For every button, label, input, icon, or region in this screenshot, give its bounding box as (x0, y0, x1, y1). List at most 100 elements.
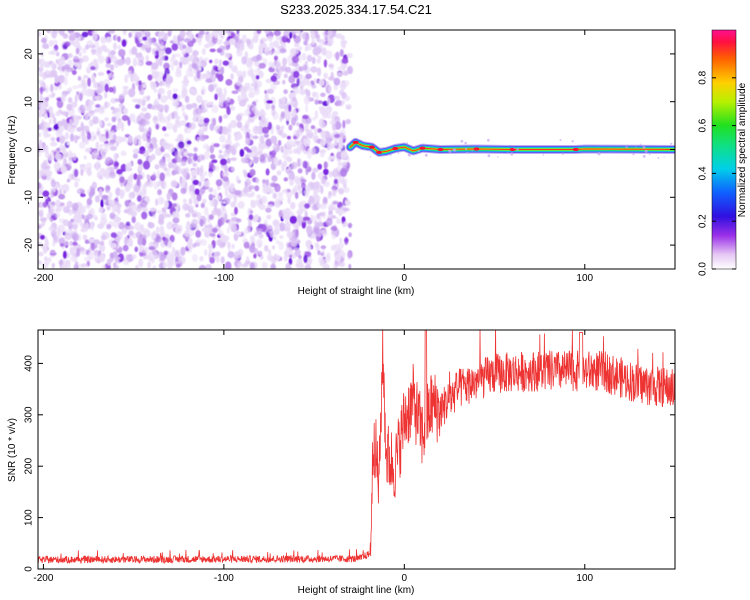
noise-speckle (235, 80, 242, 86)
noise-speckle (72, 40, 81, 48)
noise-speckle (138, 258, 144, 268)
noise-speckle (61, 146, 67, 154)
noise-speckle (165, 213, 172, 218)
noise-speckle (289, 215, 297, 224)
noise-speckle (145, 141, 151, 149)
noise-speckle (265, 168, 270, 176)
noise-speckle (203, 57, 210, 62)
noise-speckle (334, 133, 341, 139)
noise-speckle (288, 104, 292, 113)
noise-speckle (320, 92, 326, 98)
noise-speckle (283, 227, 291, 232)
noise-speckle (337, 242, 345, 249)
noise-speckle (130, 210, 137, 217)
noise-speckle (339, 237, 343, 243)
noise-speckle (181, 104, 185, 112)
noise-speckle (104, 117, 109, 122)
noise-speckle (75, 63, 81, 68)
noise-speckle (172, 211, 180, 220)
noise-speckle (95, 104, 101, 108)
noise-speckle (138, 180, 142, 189)
noise-speckle (60, 94, 66, 103)
noise-speckle (128, 32, 133, 38)
noise-speckle (198, 167, 204, 177)
noise-speckle (163, 116, 171, 124)
noise-speckle (255, 75, 260, 80)
noise-speckle (151, 105, 156, 110)
figure-title: S233.2025.334.17.54.C21 (280, 2, 432, 17)
noise-speckle (288, 257, 293, 265)
noise-speckle (185, 222, 192, 231)
noise-speckle (192, 179, 199, 186)
noise-speckle (308, 195, 315, 205)
noise-speckle (303, 138, 308, 146)
noise-speckle (57, 74, 65, 84)
noise-speckle (199, 134, 207, 142)
noise-speckle (94, 216, 98, 221)
noise-speckle (135, 31, 142, 39)
noise-speckle (141, 206, 148, 212)
noise-speckle (209, 233, 216, 237)
noise-speckle (201, 154, 205, 161)
noise-speckle (182, 44, 187, 49)
noise-speckle (167, 240, 172, 249)
noise-speckle (268, 188, 274, 194)
noise-speckle (47, 153, 55, 161)
noise-speckle (61, 118, 67, 127)
noise-speckle (300, 30, 303, 33)
noise-speckle (162, 236, 166, 241)
noise-speckle (107, 51, 115, 59)
noise-speckle (127, 70, 133, 79)
noise-speckle (306, 132, 314, 138)
noise-speckle (260, 115, 266, 124)
noise-speckle (191, 212, 198, 218)
noise-speckle (71, 70, 77, 75)
noise-speckle (275, 239, 280, 245)
colorbar-tick-label: 0.8 (698, 70, 709, 84)
noise-speckle (163, 145, 170, 149)
noise-speckle (98, 254, 106, 263)
noise-speckle (196, 95, 203, 103)
noise-speckle (91, 49, 97, 55)
noise-speckle (213, 143, 220, 148)
noise-speckle (348, 263, 352, 269)
noise-speckle (109, 171, 116, 179)
noise-speckle (90, 243, 98, 250)
noise-speckle (291, 97, 297, 102)
noise-speckle (115, 60, 123, 65)
noise-speckle (176, 157, 182, 163)
noise-speckle (271, 107, 276, 117)
signal-speckle (497, 156, 499, 158)
noise-speckle (181, 90, 186, 97)
noise-speckle (166, 155, 172, 163)
noise-speckle (74, 261, 79, 265)
noise-speckle (171, 192, 178, 201)
noise-speckle (243, 170, 248, 178)
noise-speckle (159, 172, 165, 182)
noise-speckle (319, 39, 327, 43)
noise-speckle (288, 62, 293, 67)
noise-speckle (133, 173, 138, 180)
noise-speckle (142, 36, 148, 41)
noise-speckle (340, 150, 348, 160)
noise-speckle (171, 181, 179, 188)
noise-speckle (80, 169, 84, 177)
noise-speckle (172, 88, 179, 93)
noise-speckle (304, 46, 309, 52)
noise-speckle (44, 236, 48, 243)
noise-speckle (236, 49, 243, 57)
noise-speckle (74, 213, 82, 224)
noise-speckle (63, 77, 68, 86)
noise-speckle (200, 202, 205, 209)
noise-speckle (157, 196, 164, 205)
noise-speckle (54, 168, 61, 173)
noise-speckle (222, 176, 229, 182)
noise-speckle (330, 244, 337, 251)
noise-speckle (195, 107, 203, 115)
noise-speckle (209, 123, 215, 131)
noise-speckle (226, 53, 232, 58)
noise-speckle (174, 115, 181, 120)
noise-speckle (296, 78, 300, 86)
noise-speckle (223, 181, 227, 189)
